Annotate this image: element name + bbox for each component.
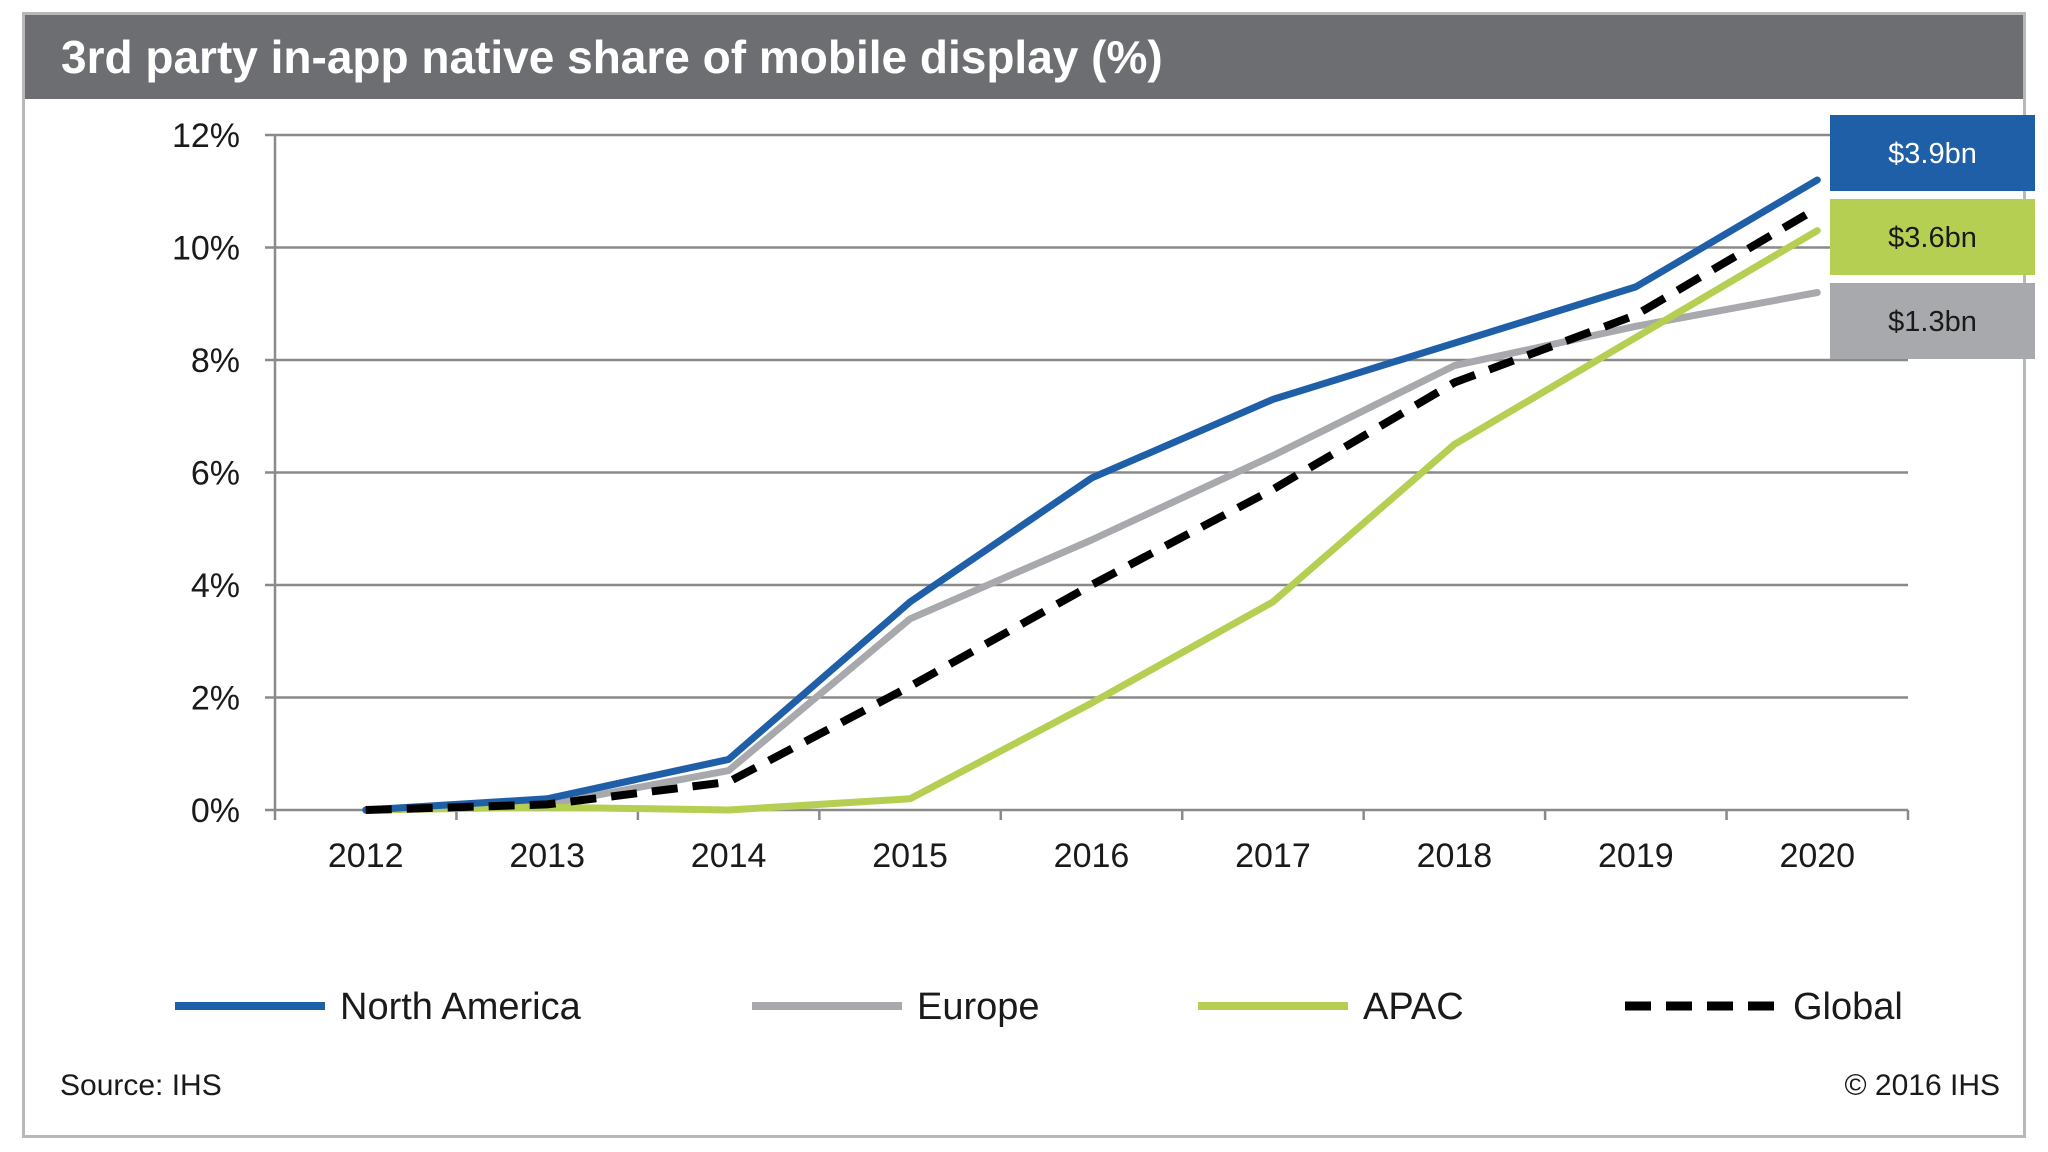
legend-label: North America bbox=[340, 986, 582, 1028]
axes: 0% 2% 4% 6% 8% 10% 12% 2012 2013 2014 2015 2016 2017… bbox=[172, 117, 1910, 875]
legend-label: Global bbox=[1793, 986, 1903, 1028]
grid-lines bbox=[275, 133, 1908, 699]
x-tick-label: 2020 bbox=[1779, 837, 1855, 875]
y-tick-label: 2% bbox=[191, 680, 240, 718]
y-tick-label: 0% bbox=[191, 792, 240, 830]
legend-item-apac: APAC bbox=[1198, 986, 1464, 1028]
copyright-note: © 2016 IHS bbox=[1844, 1069, 2000, 1102]
y-tick-label: 12% bbox=[172, 117, 240, 155]
x-tick-label: 2015 bbox=[872, 837, 948, 875]
callout-label: $3.6bn bbox=[1888, 222, 1977, 254]
x-tick-label: 2019 bbox=[1598, 837, 1674, 875]
y-tick-label: 6% bbox=[191, 455, 240, 493]
callout-box bbox=[1830, 115, 2035, 191]
chart-frame: 3rd party in-app native share of mobile … bbox=[22, 12, 2026, 1138]
x-tick-label: 2016 bbox=[1054, 837, 1130, 875]
y-tick-label: 4% bbox=[191, 567, 240, 605]
legend-item-global: Global bbox=[1625, 986, 1903, 1028]
series-line-north-america bbox=[362, 176, 1821, 814]
series-lines bbox=[362, 176, 1821, 814]
callout-label: $3.9bn bbox=[1888, 138, 1977, 170]
y-tick-label: 8% bbox=[191, 342, 240, 380]
chart-title: 3rd party in-app native share of mobile … bbox=[25, 15, 2023, 99]
callout-label: $1.3bn bbox=[1888, 306, 1977, 338]
legend: North America Europe APAC Global bbox=[175, 986, 1903, 1028]
y-tick-label: 10% bbox=[172, 230, 240, 268]
x-tick-label: 2012 bbox=[328, 837, 404, 875]
callout-europe: $1.3bn bbox=[1830, 283, 2035, 359]
callout-box bbox=[1830, 283, 2035, 359]
callout-north-america: $3.9bn bbox=[1830, 115, 2035, 191]
series-line-europe bbox=[362, 289, 1821, 814]
series-line-global bbox=[365, 204, 1820, 814]
value-callouts: $3.9bn $3.6bn $1.3bn bbox=[1830, 115, 2035, 359]
x-tick-label: 2017 bbox=[1235, 837, 1311, 875]
source-note: Source: IHS bbox=[60, 1069, 222, 1102]
callout-apac: $3.6bn bbox=[1830, 199, 2035, 275]
legend-label: Europe bbox=[917, 986, 1040, 1028]
legend-item-north-america: North America bbox=[175, 986, 582, 1028]
series-line-apac bbox=[362, 227, 1821, 814]
legend-label: APAC bbox=[1363, 986, 1464, 1028]
callout-box bbox=[1830, 199, 2035, 275]
legend-item-europe: Europe bbox=[752, 986, 1040, 1028]
x-tick-label: 2018 bbox=[1417, 837, 1493, 875]
x-tick-label: 2014 bbox=[691, 837, 767, 875]
x-tick-label: 2013 bbox=[509, 837, 585, 875]
